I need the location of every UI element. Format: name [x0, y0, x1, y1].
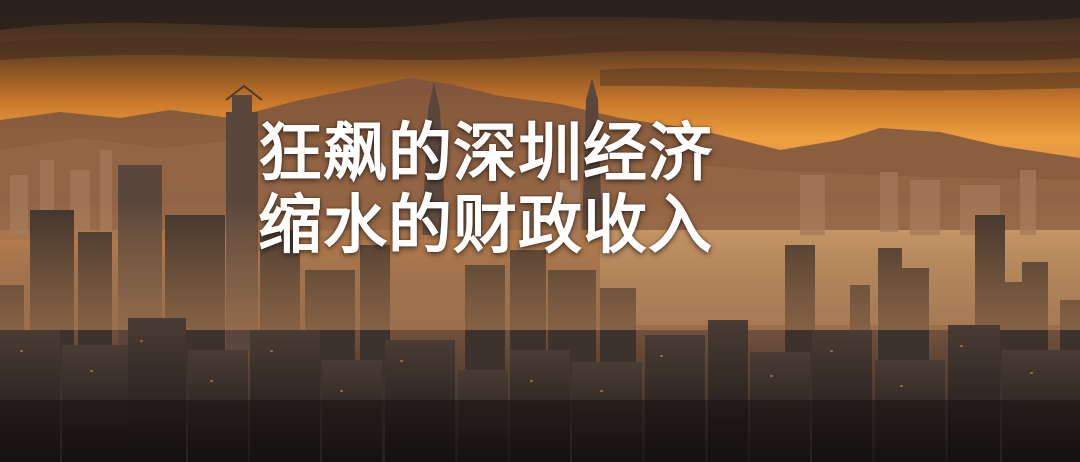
- headline-line-2: 缩水的财政收入: [258, 189, 713, 263]
- headline: 狂飙的深圳经济 缩水的财政收入: [258, 118, 818, 262]
- headline-line-1: 狂飙的深圳经济: [258, 117, 713, 191]
